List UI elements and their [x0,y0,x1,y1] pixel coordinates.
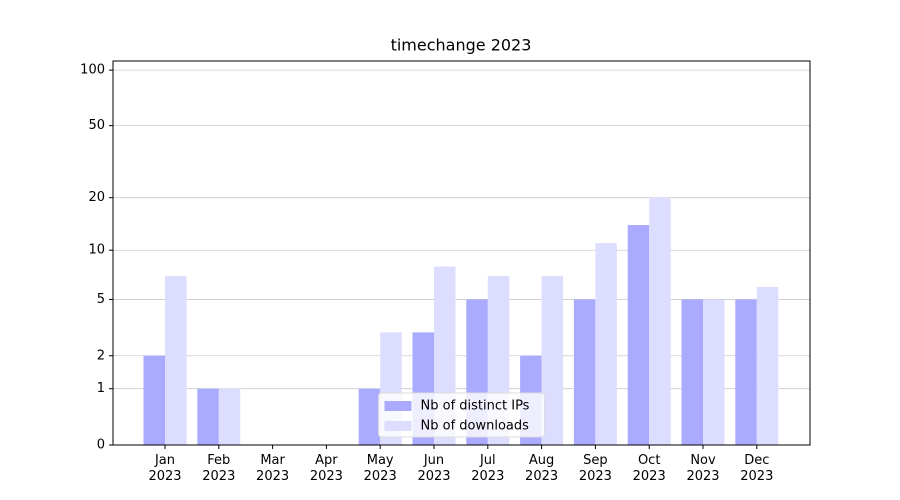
bar [143,355,165,445]
y-tick-label: 100 [80,63,105,78]
y-tick-label: 5 [97,292,105,307]
bar [218,388,241,445]
y-tick-label: 2 [97,348,105,363]
y-tick-label: 20 [88,190,105,205]
legend-label: Nb of downloads [421,419,530,434]
x-tick-label: Jun 2023 [417,453,451,484]
y-tick-label: 10 [88,243,105,258]
x-tick-label: Sep 2023 [578,453,612,484]
legend-label: Nb of distinct IPs [421,399,530,414]
plot-frame [112,60,811,446]
legend: Nb of distinct IPs Nb of downloads [378,392,545,438]
y-tick-label: 50 [88,118,105,133]
bar [756,286,779,445]
bar [595,243,617,445]
y-tick-label: 0 [97,438,105,453]
chart-title: timechange 2023 [391,36,532,55]
bar [703,299,725,445]
bar [681,299,703,445]
x-tick-label: Mar 2023 [256,453,290,484]
bar [541,276,564,445]
bar [165,276,187,445]
bar [735,299,757,445]
x-tick-label: Feb 2023 [202,453,236,484]
x-tick-label: Dec 2023 [740,453,774,484]
x-tick-label: Apr 2023 [309,453,343,484]
x-tick-label: May 2023 [363,453,397,484]
bar [627,225,650,445]
legend-swatch [384,401,412,411]
bar [358,388,381,445]
legend-box [378,392,545,438]
x-tick-label: Aug 2023 [525,453,559,484]
x-tick-label: Oct 2023 [632,453,666,484]
legend-swatch [384,421,412,431]
bar [573,299,596,445]
bar [197,388,219,445]
bar [649,197,671,445]
x-tick-label: Jul 2023 [471,453,505,484]
x-tick-label: Nov 2023 [686,453,720,484]
x-tick-label: Jan 2023 [148,453,182,484]
y-tick-label: 1 [97,381,105,396]
